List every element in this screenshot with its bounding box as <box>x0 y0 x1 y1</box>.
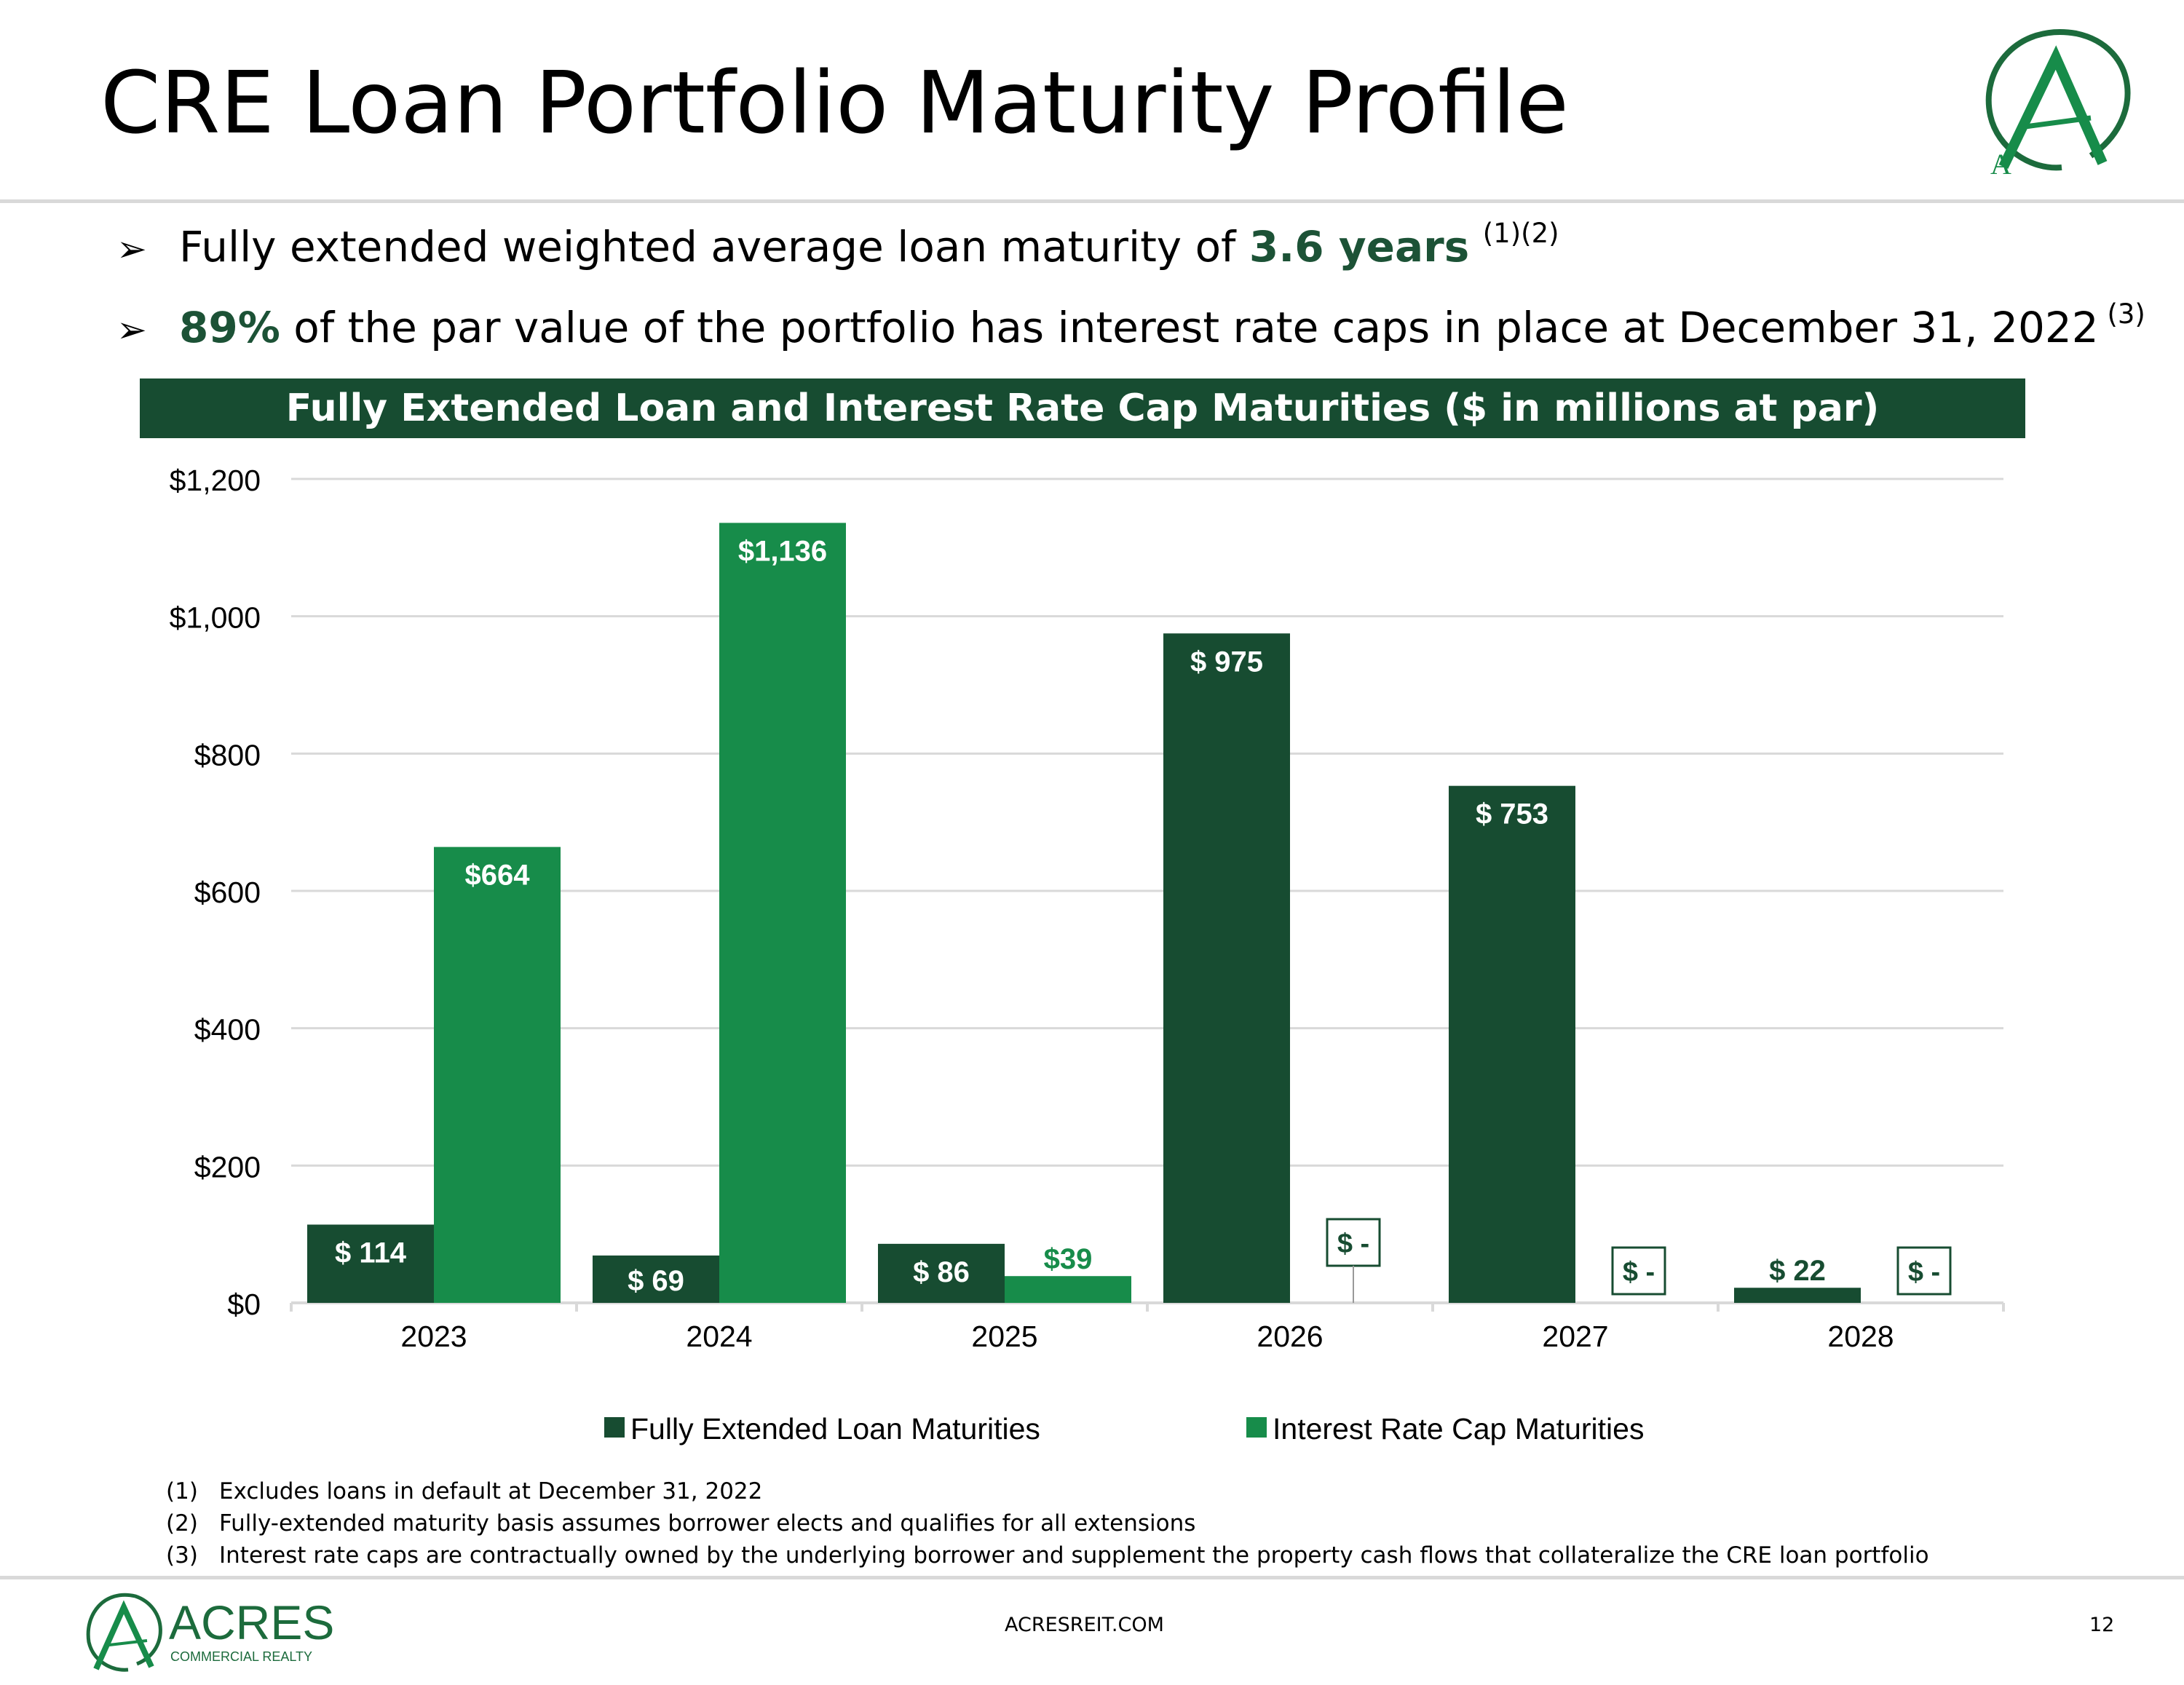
x-tick-label: 2024 <box>686 1320 752 1353</box>
x-tick-label: 2027 <box>1542 1320 1608 1353</box>
data-label: $ 86 <box>913 1256 970 1288</box>
website-url[interactable]: ACRESREIT.COM <box>1005 1614 1164 1636</box>
logo-wordmark: ACRES <box>169 1595 334 1649</box>
data-label: $ - <box>1908 1257 1940 1288</box>
zero-label-box <box>1611 1246 1666 1296</box>
legend-label: Interest Rate Cap Maturities <box>1273 1412 1644 1446</box>
bullet-1-footnote-ref: (1)(2) <box>1482 218 1559 249</box>
x-tick-label: 2028 <box>1827 1320 1894 1353</box>
bar-cap-2025 <box>1005 1276 1131 1303</box>
x-tick-label: 2023 <box>400 1320 467 1353</box>
data-label: $ 22 <box>1769 1255 1826 1287</box>
bullet-1-text: Fully extended weighted average loan mat… <box>179 222 1249 271</box>
bar-loan-2025 <box>878 1243 1005 1303</box>
bar-loan-2026 <box>1163 633 1290 1303</box>
legend-swatch <box>604 1417 625 1438</box>
footnotes: (1) Excludes loans in default at December… <box>166 1475 1929 1571</box>
footnote-2: (2) Fully-extended maturity basis assumes… <box>166 1510 1196 1537</box>
data-label: $ 753 <box>1476 798 1548 830</box>
maturity-bar-chart: $0 $200 $400 $600 $800 $1,000 $1,200 2023 $ 114 $… <box>170 464 2005 1446</box>
y-tick-label: $600 <box>194 876 261 909</box>
data-label: $ 975 <box>1190 646 1263 678</box>
bullet-1-post <box>1469 222 1482 271</box>
y-tick-label: $800 <box>194 738 261 772</box>
bullet-1-highlight: 3.6 years <box>1249 222 1470 271</box>
bar-cap-2024 <box>719 523 846 1304</box>
header-rule <box>0 199 2184 203</box>
y-tick-label: $1,200 <box>170 464 261 497</box>
bar-cap-2023 <box>434 847 561 1303</box>
bar-loan-2024 <box>593 1255 719 1303</box>
x-tick-label: 2026 <box>1257 1320 1323 1353</box>
data-label: $ 69 <box>628 1265 684 1297</box>
legend-label: Fully Extended Loan Maturities <box>630 1412 1040 1446</box>
footnote-1: (1) Excludes loans in default at December… <box>166 1478 763 1504</box>
arrow-bullet-icon: ➢ <box>116 309 147 351</box>
data-label: $39 <box>1044 1243 1093 1275</box>
page-number: 12 <box>2089 1614 2115 1636</box>
data-label: $664 <box>465 860 531 892</box>
bar-loan-2023 <box>307 1224 434 1303</box>
footer-rule <box>0 1576 2184 1579</box>
logo-mark-letter: A <box>1990 148 2011 178</box>
arrow-bullet-icon: ➢ <box>116 228 147 270</box>
data-label: $ - <box>1337 1229 1369 1259</box>
bar-loan-2028 <box>1734 1288 1861 1303</box>
data-label: $1,136 <box>738 535 827 567</box>
bullet-2-text: of the par value of the portfolio has in… <box>280 303 2099 352</box>
page-title: CRE Loan Portfolio Maturity Profile <box>100 52 1569 153</box>
zero-label-box <box>1896 1246 1952 1296</box>
zero-label-box <box>1326 1218 1381 1267</box>
data-label: $ - <box>1623 1257 1655 1288</box>
logo-tagline: COMMERCIAL REALTY <box>170 1649 312 1664</box>
bar-loan-2027 <box>1449 785 1575 1303</box>
x-tick-label: 2025 <box>971 1320 1037 1353</box>
y-tick-label: $1,000 <box>170 601 261 635</box>
y-tick-label: $200 <box>194 1150 261 1184</box>
bullet-2-highlight: 89% <box>179 303 280 352</box>
y-tick-label: $0 <box>227 1288 261 1321</box>
data-label: $ 114 <box>335 1237 407 1269</box>
bullet-2-footnote-ref: (3) <box>2098 298 2145 330</box>
bullet-2: ➢ 89% of the par value of the portfolio h… <box>116 289 2145 355</box>
acres-logo-mark-icon: A <box>1985 29 2131 178</box>
y-tick-label: $400 <box>194 1013 261 1047</box>
bullet-1: ➢ Fully extended weighted average loan ma… <box>116 208 1559 274</box>
chart-title-banner: Fully Extended Loan and Interest Rate Ca… <box>140 378 2025 438</box>
legend-swatch <box>1246 1417 1267 1438</box>
footnote-3: (3) Interest rate caps are contractually … <box>166 1542 1929 1569</box>
acres-logo-icon: ACRES COMMERCIAL REALTY <box>86 1593 334 1672</box>
